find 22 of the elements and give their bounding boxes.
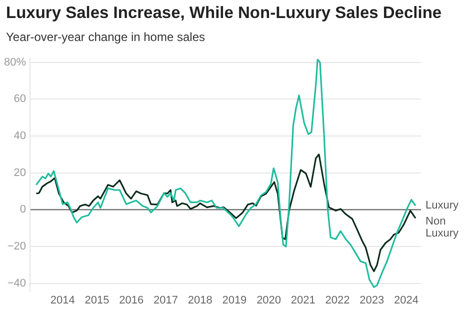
x-tick-label: 2022: [325, 294, 350, 306]
x-tick-label: 2020: [256, 294, 282, 306]
x-tick-label: 2019: [222, 294, 247, 306]
y-tick-label: 0: [20, 204, 26, 216]
y-tick-label: 60: [14, 93, 26, 106]
y-tick-label: 40: [14, 130, 26, 142]
x-tick-label: 2017: [153, 294, 178, 306]
y-tick-label: 20: [14, 166, 26, 179]
x-tick-label: 2024: [394, 294, 418, 306]
y-tick-label: −20: [7, 240, 26, 253]
x-tick-label: 2015: [84, 294, 110, 306]
x-tick-label: 2021: [290, 294, 316, 306]
x-tick-label: 2018: [188, 294, 212, 306]
series-label: Luxury: [426, 200, 460, 212]
x-tick-label: 2023: [360, 294, 384, 306]
y-tick-label: −40: [7, 277, 26, 290]
y-tick-label: 80%: [4, 56, 26, 68]
chart-title: Luxury Sales Increase, While Non-Luxury Sales Decline: [6, 4, 442, 23]
chart-subtitle: Year-over-year change in home sales: [6, 30, 206, 44]
x-tick-label: 2016: [119, 294, 144, 306]
x-tick-label: 2014: [50, 294, 75, 306]
series-label: Non Luxury: [426, 216, 460, 240]
